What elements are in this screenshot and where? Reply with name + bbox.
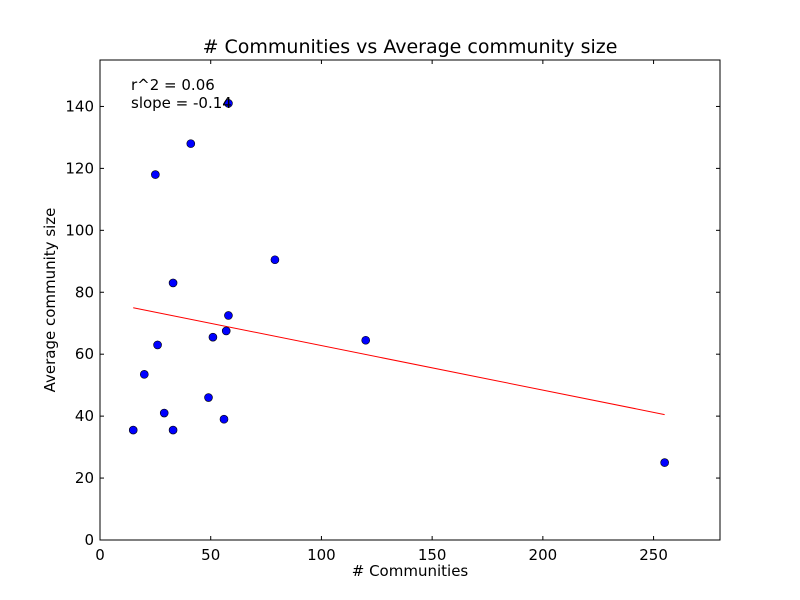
data-point [151, 170, 160, 179]
r-squared-annotation: r^2 = 0.06 [131, 76, 215, 94]
data-point [128, 425, 138, 435]
y-tick-label: 80 [75, 283, 94, 301]
x-axis-ticks: 0 50 100 150 200 250 [95, 60, 668, 564]
x-tick-label: 50 [201, 546, 220, 564]
data-point [168, 425, 178, 435]
y-axis-label: Average community size [41, 208, 59, 393]
data-point [208, 332, 218, 342]
x-tick-label: 150 [418, 546, 447, 564]
data-point [221, 326, 231, 336]
y-tick-label: 60 [75, 345, 94, 363]
y-tick-label: 100 [65, 221, 94, 239]
y-axis-ticks: 0 20 40 60 80 100 120 140 [65, 97, 720, 549]
data-point [219, 414, 229, 424]
x-tick-label: 100 [307, 546, 336, 564]
y-tick-label: 120 [65, 159, 94, 177]
data-point [186, 139, 196, 148]
data-point [204, 393, 213, 402]
plot-frame [99, 59, 721, 541]
y-tick-label: 140 [65, 97, 94, 115]
data-point [660, 458, 669, 467]
data-point [270, 255, 280, 265]
points-layer [128, 99, 669, 467]
chart-title: # Communities vs Average community size [203, 36, 618, 58]
y-tick-label: 40 [75, 407, 94, 425]
plot-area [100, 60, 720, 540]
x-tick-label: 0 [95, 546, 105, 564]
y-tick-label: 0 [84, 531, 94, 549]
data-point [168, 278, 178, 288]
regression-line [133, 307, 665, 416]
data-point [224, 99, 233, 108]
data-point [361, 335, 371, 345]
x-tick-label: 200 [529, 546, 558, 564]
x-axis-label: # Communities [352, 562, 469, 580]
slope-annotation: slope = -0.14 [131, 94, 232, 112]
x-tick-label: 250 [639, 546, 668, 564]
fit-line-layer [133, 307, 665, 416]
data-point [153, 340, 162, 350]
y-tick-label: 20 [75, 469, 94, 487]
data-point [159, 408, 169, 418]
data-point [139, 370, 149, 379]
data-point [224, 311, 233, 320]
